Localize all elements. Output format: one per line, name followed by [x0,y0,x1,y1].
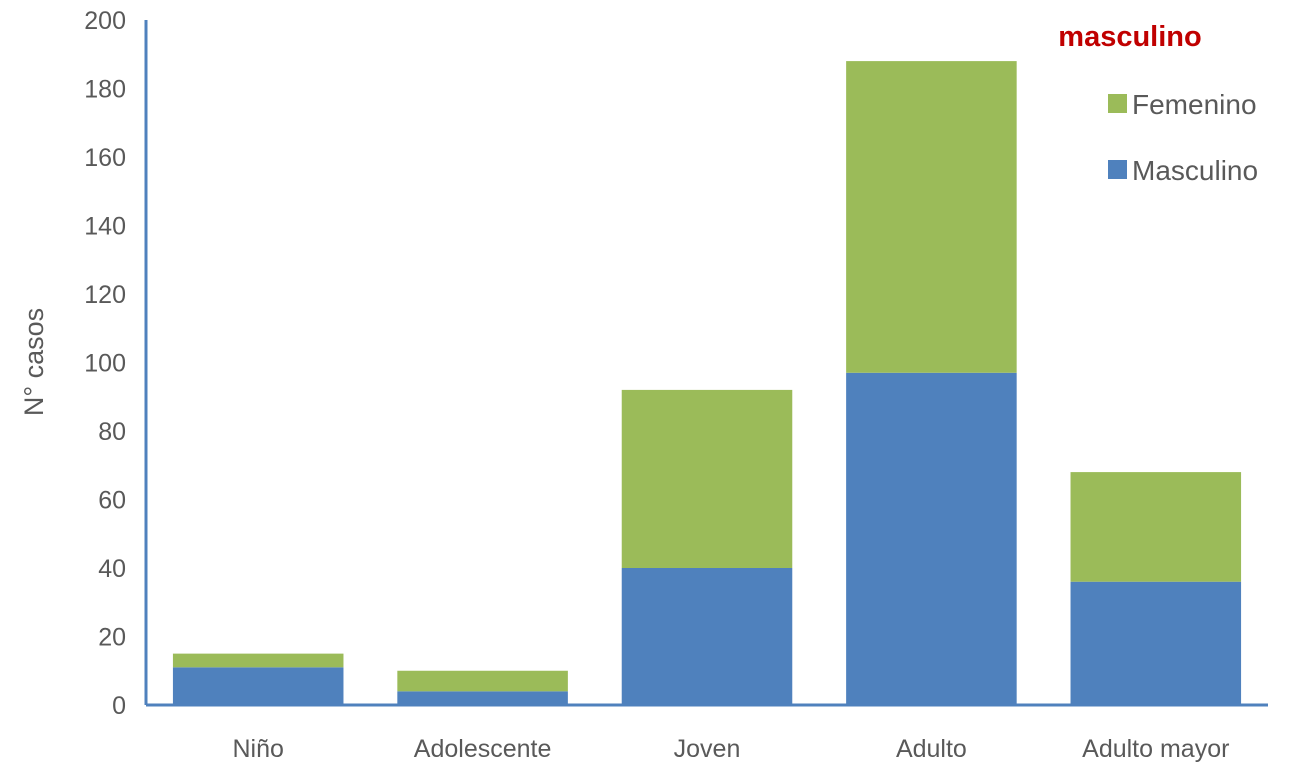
bar-masculino-1 [397,691,568,705]
bar-femenino-2 [621,389,793,568]
y-tick-label: 140 [84,213,126,241]
bar-femenino-1 [397,670,568,692]
x-tick-label: Adulto mayor [1082,735,1229,763]
y-tick-label: 80 [98,418,126,446]
bar-masculino-3 [846,372,1017,705]
y-tick-label: 200 [84,7,126,35]
x-tick-label: Joven [674,735,741,763]
bar-femenino-0 [172,653,344,668]
y-tick-label: 120 [84,281,126,309]
x-tick-label: Adulto [896,735,967,763]
x-axis-labels: Niño Adolescente Joven Adulto Adulto mayor [232,735,1229,763]
chart-title: masculino [1058,21,1201,53]
y-tick-label: 160 [84,144,126,172]
x-tick-label: Niño [232,735,283,763]
y-tick-label: 20 [98,624,126,652]
y-tick-label: 0 [112,692,126,720]
legend-label-femenino: Femenino [1132,89,1257,120]
legend: Femenino Masculino [1108,89,1258,186]
bar-masculino-4 [1070,581,1242,705]
y-tick-label: 100 [84,350,126,378]
bar-masculino-0 [172,667,344,705]
y-tick-label: 60 [98,487,126,515]
bars-group [172,61,1242,705]
y-axis-ticks: 0 20 40 60 80 100 120 140 160 180 200 [84,7,126,720]
legend-swatch-masculino [1108,160,1127,179]
bar-masculino-2 [621,568,793,705]
legend-swatch-femenino [1108,94,1127,113]
x-tick-label: Adolescente [414,735,552,763]
bar-femenino-3 [846,61,1017,373]
legend-label-masculino: Masculino [1132,155,1258,186]
y-tick-label: 180 [84,76,126,104]
y-axis-title: N° casos [19,308,49,416]
y-tick-label: 40 [98,555,126,583]
bar-femenino-4 [1070,472,1242,582]
